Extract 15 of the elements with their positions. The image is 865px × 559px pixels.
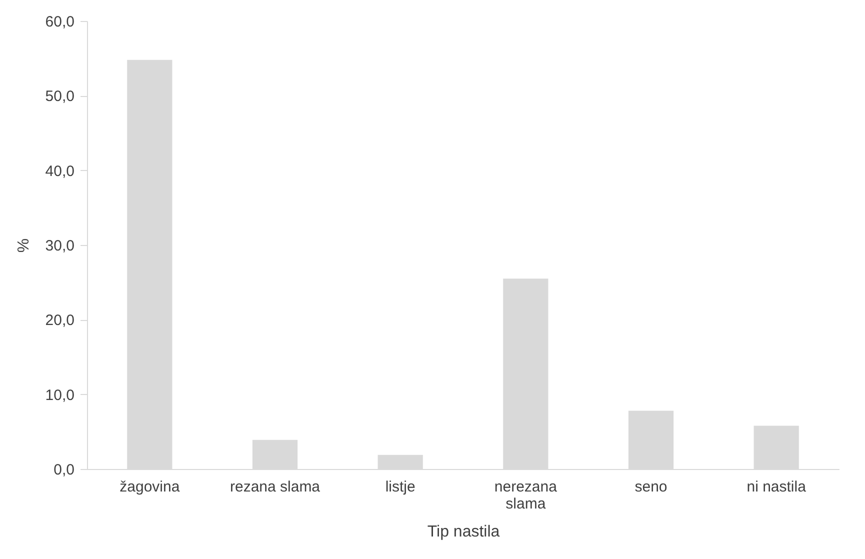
x-tick-label: ni nastila — [746, 478, 807, 496]
x-tick-label: žagovina — [120, 478, 180, 496]
y-tick-label: 40,0 — [45, 162, 74, 180]
y-tick-label: 20,0 — [45, 312, 74, 330]
x-axis-title: Tip nastila — [427, 524, 500, 540]
y-tick-label: 60,0 — [45, 14, 74, 30]
x-tick-label: seno — [634, 478, 668, 496]
y-axis-title: % — [15, 238, 32, 253]
y-tick-label: 10,0 — [45, 386, 74, 404]
y-tick-label: 0,0 — [54, 462, 74, 478]
x-tick-label: listje — [385, 478, 416, 496]
y-tick-label: 50,0 — [45, 88, 74, 106]
x-tick-label: rezana slama — [230, 478, 321, 496]
y-tick-label: 30,0 — [45, 238, 74, 254]
x-tick-label: nerezana slama — [494, 478, 558, 512]
